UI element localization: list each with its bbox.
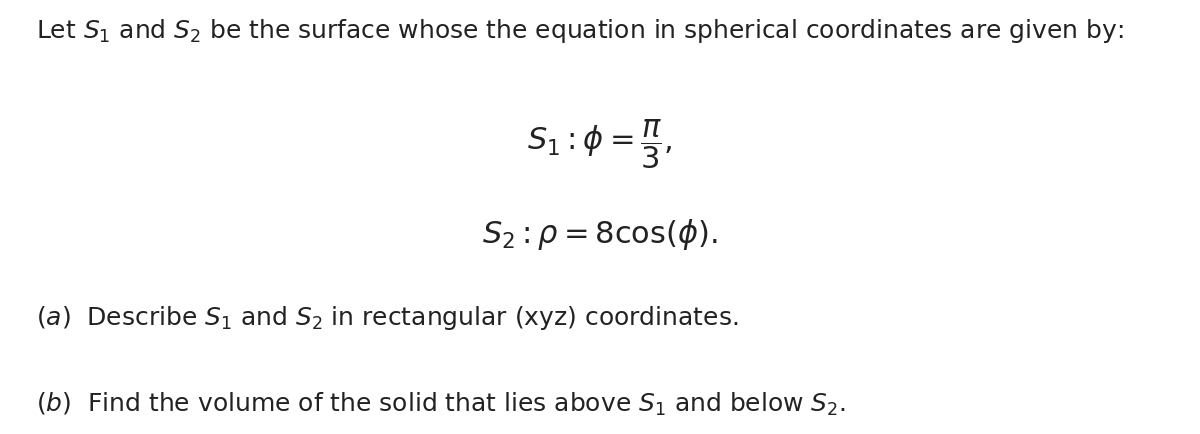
Text: $S_1 : \phi = \dfrac{\pi}{3},$: $S_1 : \phi = \dfrac{\pi}{3},$ (527, 117, 673, 171)
Text: Let $S_1$ and $S_2$ be the surface whose the equation in spherical coordinates a: Let $S_1$ and $S_2$ be the surface whose… (36, 17, 1123, 46)
Text: $S_2 : \rho = 8\cos(\phi).$: $S_2 : \rho = 8\cos(\phi).$ (482, 217, 718, 252)
Text: $(b)$  Find the volume of the solid that lies above $S_1$ and below $S_2$.: $(b)$ Find the volume of the solid that … (36, 391, 846, 418)
Text: $(a)$  Describe $S_1$ and $S_2$ in rectangular (xyz) coordinates.: $(a)$ Describe $S_1$ and $S_2$ in rectan… (36, 304, 738, 332)
